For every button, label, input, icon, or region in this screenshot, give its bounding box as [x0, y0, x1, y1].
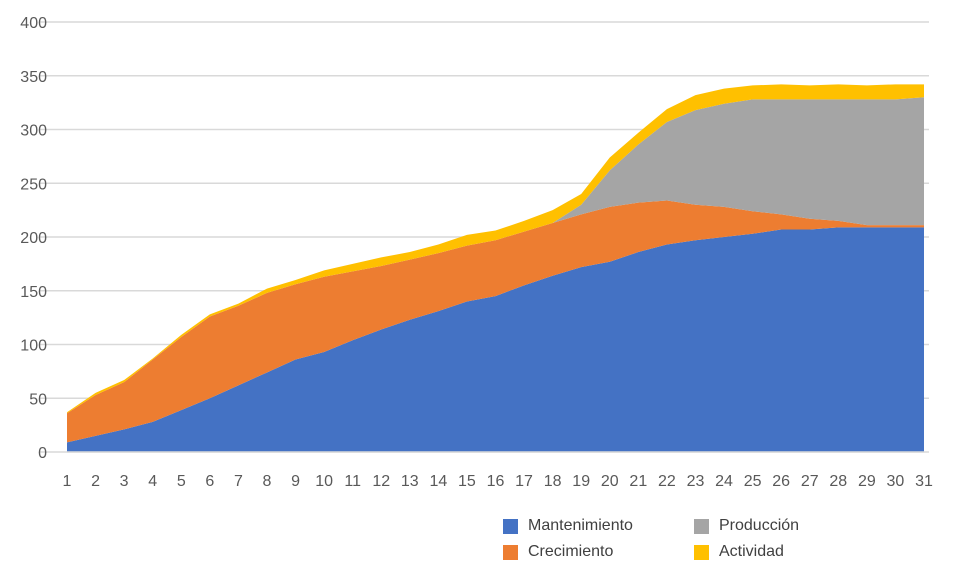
x-tick-label: 18: [544, 473, 562, 490]
x-tick-label: 2: [91, 473, 100, 490]
x-tick-label: 12: [372, 473, 390, 490]
legend: Mantenimiento Crecimiento Producción Act…: [503, 517, 843, 569]
x-tick-label: 15: [458, 473, 476, 490]
y-tick-label: 350: [20, 69, 47, 86]
x-tick-label: 13: [401, 473, 419, 490]
x-tick-label: 27: [801, 473, 819, 490]
x-tick-label: 25: [744, 473, 762, 490]
x-tick-label: 7: [234, 473, 243, 490]
x-tick-label: 20: [601, 473, 619, 490]
x-tick-label: 11: [344, 473, 361, 490]
legend-item-actividad: Actividad: [694, 543, 784, 561]
x-tick-label: 16: [487, 473, 505, 490]
x-tick-label: 5: [177, 473, 186, 490]
y-tick-label: 400: [20, 15, 47, 32]
x-tick-label: 17: [515, 473, 533, 490]
legend-swatch: [694, 544, 709, 560]
x-tick-label: 6: [205, 473, 214, 490]
x-tick-label: 9: [291, 473, 300, 490]
area-mantenimiento: [67, 227, 924, 452]
x-tick-label: 10: [315, 473, 333, 490]
legend-item-crecimiento: Crecimiento: [503, 543, 613, 561]
x-tick-label: 24: [715, 473, 733, 490]
legend-label: Crecimiento: [528, 543, 614, 560]
y-tick-label: 200: [20, 230, 47, 247]
x-tick-label: 21: [629, 473, 647, 490]
legend-item-mantenimiento: Mantenimiento: [503, 517, 633, 535]
x-tick-label: 23: [687, 473, 705, 490]
x-tick-label: 28: [829, 473, 847, 490]
y-tick-label: 0: [38, 445, 47, 462]
x-tick-label: 3: [120, 473, 129, 490]
y-tick-label: 50: [29, 391, 47, 408]
x-tick-label: 22: [658, 473, 676, 490]
x-tick-label: 26: [772, 473, 790, 490]
x-tick-label: 1: [63, 473, 72, 490]
legend-label: Producción: [719, 517, 800, 534]
legend-swatch: [694, 518, 709, 534]
y-tick-label: 100: [20, 338, 47, 355]
legend-swatch: [503, 518, 518, 534]
legend-swatch: [503, 544, 518, 560]
y-tick-label: 300: [20, 123, 47, 140]
legend-label: Actividad: [719, 543, 784, 560]
y-tick-label: 150: [20, 284, 47, 301]
area-crecimiento: [67, 200, 924, 443]
legend-label: Mantenimiento: [528, 517, 633, 534]
x-tick-label: 29: [858, 473, 876, 490]
x-tick-label: 14: [429, 473, 447, 490]
x-tick-label: 30: [887, 473, 905, 490]
x-tick-label: 19: [572, 473, 590, 490]
x-tick-label: 8: [263, 473, 272, 490]
y-tick-label: 250: [20, 176, 47, 193]
x-tick-label: 4: [148, 473, 157, 490]
area-produccion: [67, 97, 924, 414]
x-tick-label: 31: [915, 473, 933, 490]
legend-item-produccion: Producción: [694, 517, 799, 535]
